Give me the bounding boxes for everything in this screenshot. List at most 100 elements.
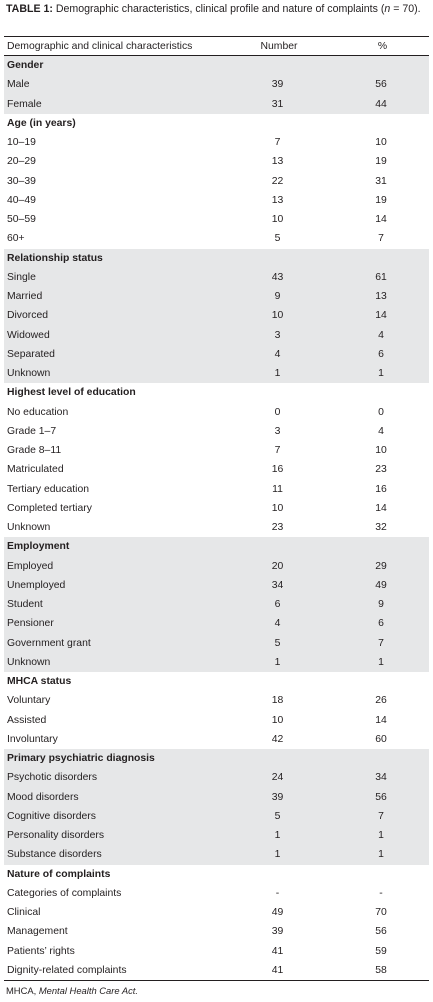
table-row: Unemployed 34 49 (4, 575, 429, 595)
table-row: Female 31 44 (4, 94, 429, 114)
column-header-percent: % (333, 36, 429, 56)
row-number: 1 (222, 364, 333, 384)
row-label: Unknown (4, 364, 222, 384)
table-row: Voluntary 18 26 (4, 691, 429, 710)
row-label: Involuntary (7, 733, 58, 745)
table-container: Demographic and clinical characteristics… (4, 36, 429, 981)
row-percent: 14 (375, 714, 387, 726)
table-body: Gender Male 39 56 Female 31 44 Age (in years) 10… (4, 55, 429, 981)
row-label: Assisted (7, 714, 47, 726)
row-label: 50–59 (7, 214, 36, 226)
row-label: Student (4, 595, 222, 615)
table-row: Student 6 9 (4, 595, 429, 615)
footnote-italic: Mental Health Care Act. (38, 985, 138, 996)
group-label: Gender (4, 55, 222, 76)
row-label: Divorced (4, 306, 222, 326)
row-percent: 13 (333, 287, 429, 307)
row-number (222, 248, 333, 268)
row-label: Unknown (7, 522, 51, 534)
table-row: Patients’ rights 41 59 (4, 942, 429, 961)
table-row: Management 39 56 (4, 922, 429, 941)
row-label: Clinical (7, 907, 41, 919)
table-row: Assisted 10 14 (4, 711, 429, 730)
row-percent: 4 (378, 425, 384, 437)
row-number: 5 (222, 633, 333, 653)
row-label: No education (7, 406, 69, 418)
row-percent: 7 (378, 233, 384, 245)
row-label: Patients’ rights (7, 945, 75, 957)
table-row: Unknown 1 1 (4, 652, 429, 672)
row-label: Cognitive disorders (4, 806, 222, 826)
row-percent: 19 (375, 156, 387, 168)
group-label: Nature of complaints (7, 868, 111, 880)
group-label: MHCA status (7, 676, 72, 688)
table-row: 10–19 7 10 (4, 133, 429, 152)
row-number: 9 (222, 287, 333, 307)
row-percent: 58 (333, 960, 429, 981)
row-label: Dignity-related complaints (4, 960, 222, 981)
row-number: 42 (271, 733, 284, 745)
table-row: No education 0 0 (4, 403, 429, 422)
row-label: 10–19 (7, 137, 36, 149)
table-row: Divorced 10 14 (4, 306, 429, 326)
table-row: Psychotic disorders 24 34 (4, 768, 429, 788)
row-percent (333, 749, 429, 769)
row-percent: - (379, 887, 383, 899)
row-label: Grade 1–7 (7, 425, 57, 437)
row-number: 20 (222, 556, 333, 576)
group-label: Primary psychiatric diagnosis (4, 749, 222, 769)
row-label: Personality disorders (4, 826, 222, 846)
row-number: 1 (222, 845, 333, 865)
table-row: Dignity-related complaints 41 58 (4, 960, 429, 981)
table-row: Married 9 13 (4, 287, 429, 307)
row-label: Psychotic disorders (4, 768, 222, 788)
row-label: Separated (4, 344, 222, 364)
row-percent: 56 (375, 926, 387, 938)
row-number: 18 (271, 695, 284, 707)
group-label: Highest level of education (7, 387, 136, 399)
row-label: Categories of complaints (7, 887, 122, 899)
row-number: 0 (274, 406, 281, 418)
row-number: 3 (222, 325, 333, 345)
row-percent (333, 114, 429, 133)
table-row: Male 39 56 (4, 75, 429, 95)
table-row: 50–59 10 14 (4, 210, 429, 229)
row-label: Substance disorders (4, 845, 222, 865)
table-row: Clinical 49 70 (4, 903, 429, 922)
row-label: 30–39 (7, 175, 36, 187)
row-number: 49 (271, 907, 284, 919)
footnote-prefix: MHCA, (6, 985, 39, 996)
row-number: - (275, 887, 280, 899)
group-label: Relationship status (4, 248, 222, 268)
table-row: Grade 1–7 3 4 (4, 422, 429, 441)
row-percent: 29 (333, 556, 429, 576)
row-label: Unemployed (4, 575, 222, 595)
row-percent: 31 (375, 175, 387, 187)
row-number: 6 (222, 595, 333, 615)
row-percent (333, 383, 429, 402)
table-row: Grade 8–11 7 10 (4, 441, 429, 460)
table-row: 30–39 22 31 (4, 172, 429, 191)
row-label: Employed (4, 556, 222, 576)
table-row: Involuntary 42 60 (4, 730, 429, 749)
row-number: 4 (222, 614, 333, 634)
row-label: Grade 8–11 (7, 445, 62, 457)
row-number (222, 749, 333, 769)
row-percent: 16 (375, 483, 387, 495)
group-header-row: Relationship status (4, 248, 429, 268)
row-number (222, 114, 333, 133)
row-number: 41 (222, 960, 333, 981)
caption-text-end: = 70). (390, 3, 421, 15)
header-row: Demographic and clinical characteristics… (4, 36, 429, 56)
table-row: Pensioner 4 6 (4, 614, 429, 634)
group-header-row: MHCA status (4, 672, 429, 691)
row-number: 31 (222, 94, 333, 114)
row-number: 41 (271, 945, 284, 957)
table-row: Matriculated 16 23 (4, 460, 429, 479)
row-number: 10 (271, 714, 284, 726)
column-header-number: Number (222, 36, 333, 56)
row-number: 3 (274, 425, 281, 437)
row-label: Female (4, 94, 222, 114)
row-percent: 14 (333, 306, 429, 326)
row-percent: 32 (375, 522, 387, 534)
